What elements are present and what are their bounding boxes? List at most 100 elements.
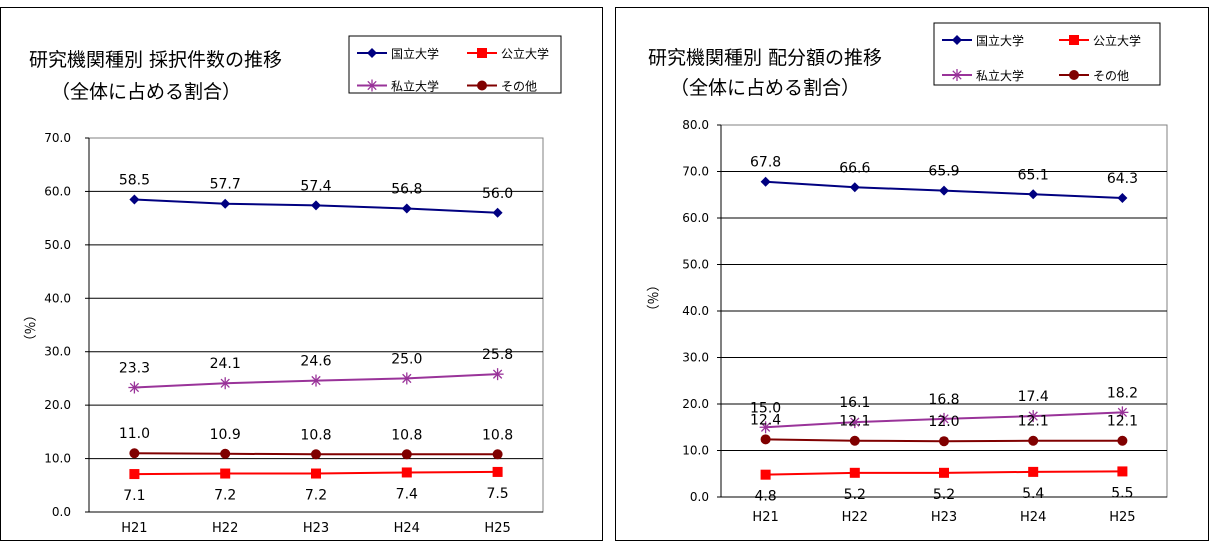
data-point-0-1 bbox=[220, 198, 231, 209]
data-point-0-4 bbox=[1117, 193, 1128, 204]
data-point-3-1 bbox=[849, 435, 860, 446]
y-tick-label-0: 0.0 bbox=[690, 490, 709, 504]
x-tick-label-3: H24 bbox=[394, 521, 420, 536]
y-tick-label-0: 0.0 bbox=[52, 505, 71, 519]
legend-marker-2 bbox=[366, 79, 378, 92]
x-tick-label-1: H22 bbox=[212, 521, 238, 536]
data-label-0-3: 56.8 bbox=[391, 182, 422, 198]
data-label-1-4: 7.5 bbox=[486, 486, 508, 502]
data-label-0-1: 66.6 bbox=[839, 160, 870, 176]
data-label-1-4: 5.5 bbox=[1111, 485, 1133, 501]
data-label-3-2: 10.8 bbox=[300, 427, 331, 443]
data-label-2-2: 24.6 bbox=[300, 354, 331, 370]
data-point-0-0 bbox=[129, 194, 140, 205]
data-point-1-3 bbox=[401, 467, 412, 478]
data-point-3-0 bbox=[760, 434, 771, 445]
data-point-3-0 bbox=[129, 448, 140, 459]
data-point-3-3 bbox=[401, 449, 412, 460]
data-label-3-4: 12.1 bbox=[1107, 414, 1138, 430]
y-tick-label-3: 30.0 bbox=[682, 351, 709, 365]
data-label-1-3: 7.4 bbox=[396, 486, 418, 502]
chart-panel-allocation-amount: 研究機関種別 配分額の推移 （全体に占める割合） 国立大学 公立大学 私立大学 その他 0.… bbox=[615, 7, 1209, 541]
data-point-1-0 bbox=[760, 469, 771, 480]
x-tick-label-4: H25 bbox=[484, 521, 510, 536]
legend-label-1: 公立大学 bbox=[501, 46, 549, 61]
data-point-1-1 bbox=[220, 468, 231, 479]
data-point-0-2 bbox=[311, 200, 321, 211]
y-tick-label-1: 10.0 bbox=[44, 452, 71, 466]
x-tick-label-2: H23 bbox=[303, 521, 329, 536]
y-tick-label-2: 20.0 bbox=[44, 398, 71, 412]
data-point-2-4 bbox=[491, 368, 504, 381]
data-label-1-0: 7.1 bbox=[123, 488, 145, 504]
y-axis-label: （％） bbox=[21, 308, 36, 347]
data-point-0-4 bbox=[492, 207, 503, 218]
data-point-1-4 bbox=[1117, 466, 1128, 477]
y-tick-label-3: 30.0 bbox=[44, 345, 71, 359]
data-label-3-2: 12.0 bbox=[928, 414, 959, 430]
y-tick-label-6: 60.0 bbox=[44, 184, 71, 198]
data-point-1-2 bbox=[939, 467, 949, 478]
data-label-0-1: 57.7 bbox=[210, 177, 241, 193]
data-label-1-1: 5.2 bbox=[844, 487, 866, 503]
data-label-3-4: 10.8 bbox=[482, 427, 513, 443]
data-label-1-1: 7.2 bbox=[214, 488, 236, 504]
data-point-1-3 bbox=[1028, 466, 1039, 477]
legend-box bbox=[348, 35, 562, 94]
data-point-2-3 bbox=[400, 372, 413, 385]
data-label-2-4: 18.2 bbox=[1107, 385, 1138, 401]
x-tick-label-2: H23 bbox=[931, 510, 957, 525]
data-label-0-0: 58.5 bbox=[119, 172, 150, 188]
data-point-3-2 bbox=[311, 449, 321, 460]
data-point-0-2 bbox=[939, 185, 949, 196]
chart-title: 研究機関種別 配分額の推移 bbox=[648, 47, 882, 69]
x-tick-label-1: H22 bbox=[842, 510, 868, 525]
data-point-3-3 bbox=[1028, 435, 1039, 446]
data-label-3-3: 10.8 bbox=[391, 427, 422, 443]
chart-panel-adoption-count: 研究機関種別 採択件数の推移 （全体に占める割合） 国立大学 公立大学私立大学 その他 0… bbox=[0, 7, 603, 541]
data-point-1-2 bbox=[311, 468, 321, 479]
data-label-0-4: 56.0 bbox=[482, 186, 513, 202]
data-point-0-0 bbox=[760, 176, 771, 187]
data-point-3-4 bbox=[1117, 435, 1128, 446]
legend-marker-2 bbox=[951, 69, 963, 81]
data-point-1-4 bbox=[492, 466, 503, 477]
legend-marker-0 bbox=[952, 35, 962, 45]
data-point-2-2 bbox=[310, 374, 322, 387]
chart-subtitle: （全体に占める割合） bbox=[51, 81, 241, 103]
data-point-2-1 bbox=[848, 416, 861, 429]
data-label-1-2: 7.2 bbox=[305, 488, 327, 504]
data-point-2-0 bbox=[759, 421, 772, 434]
legend-label-0: 国立大学 bbox=[976, 33, 1024, 48]
data-label-1-0: 4.8 bbox=[754, 489, 776, 505]
data-point-0-3 bbox=[401, 203, 412, 214]
data-label-3-1: 10.9 bbox=[210, 427, 241, 443]
chart-title: 研究機関種別 採択件数の推移 bbox=[29, 49, 282, 71]
data-label-2-4: 25.8 bbox=[482, 347, 513, 363]
legend-label-1: 公立大学 bbox=[1093, 33, 1141, 48]
x-tick-label-0: H21 bbox=[752, 510, 778, 525]
y-tick-label-5: 50.0 bbox=[44, 238, 71, 252]
data-point-2-1 bbox=[219, 377, 232, 390]
y-tick-label-5: 50.0 bbox=[682, 258, 709, 272]
y-tick-label-4: 40.0 bbox=[44, 291, 71, 305]
data-point-3-2 bbox=[939, 436, 949, 447]
legend-label-2: 私立大学 bbox=[391, 79, 439, 94]
data-label-0-0: 67.8 bbox=[750, 155, 781, 171]
data-point-3-4 bbox=[492, 449, 503, 460]
data-label-3-0: 11.0 bbox=[119, 426, 150, 442]
legend-marker-3 bbox=[1069, 70, 1079, 80]
data-point-0-3 bbox=[1028, 189, 1039, 200]
data-label-2-0: 23.3 bbox=[119, 361, 150, 377]
legend-label-3: その他 bbox=[501, 80, 537, 94]
legend-marker-3 bbox=[477, 80, 487, 91]
data-label-2-3: 17.4 bbox=[1018, 389, 1049, 405]
data-label-2-0: 15.0 bbox=[750, 400, 781, 416]
legend-marker-0 bbox=[367, 48, 377, 58]
legend-label-3: その他 bbox=[1093, 69, 1129, 83]
y-axis-label: （％） bbox=[644, 278, 659, 317]
data-label-0-2: 65.9 bbox=[928, 164, 959, 180]
legend-label-0: 国立大学 bbox=[391, 46, 439, 61]
